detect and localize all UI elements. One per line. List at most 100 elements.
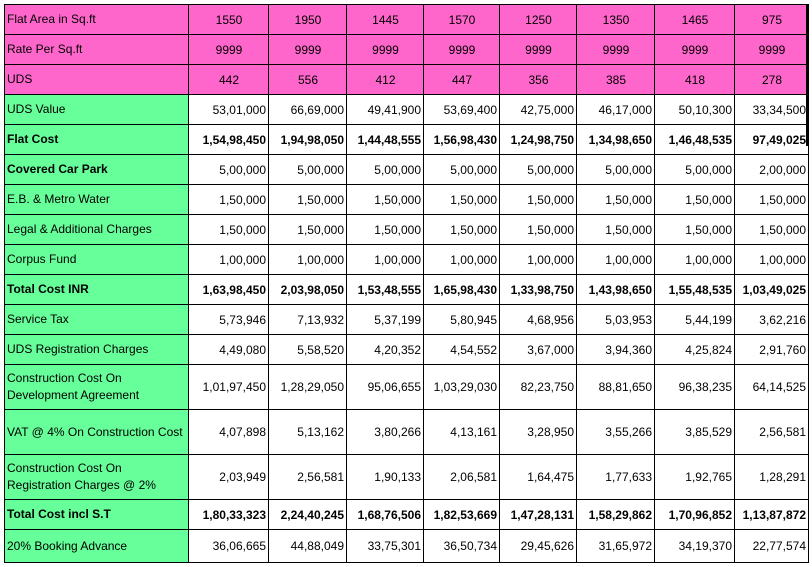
cell-value: 1,50,000 <box>268 184 347 215</box>
cell-value: 1,43,98,650 <box>576 274 655 305</box>
cell-value: 1,55,48,535 <box>654 274 735 305</box>
cell-value: 1,50,000 <box>734 214 809 245</box>
cell-value: 4,68,956 <box>499 304 577 335</box>
cell-value: 2,03,949 <box>188 454 269 500</box>
cell-value: 53,69,400 <box>423 94 500 125</box>
cell-value: 82,23,750 <box>499 364 577 410</box>
cell-value: 4,07,898 <box>188 409 269 455</box>
cell-value: 5,00,000 <box>654 154 735 185</box>
cell-value: 1,70,96,852 <box>654 499 735 530</box>
cell-value: 1,13,87,872 <box>734 499 809 530</box>
table-row: Flat Cost 1,54,98,450 1,94,98,050 1,44,48,5… <box>4 124 809 155</box>
cell-value: 1445 <box>346 4 424 35</box>
table-row: UDS Value 53,01,000 66,69,000 49,41,900 53,6… <box>4 94 809 125</box>
cell-value: 1,47,28,131 <box>499 499 577 530</box>
cell-value: 1,01,97,450 <box>188 364 269 410</box>
row-label: Rate Per Sq.ft <box>4 34 189 65</box>
cell-value: 1,00,000 <box>654 244 735 275</box>
cell-value: 1950 <box>268 4 347 35</box>
cell-value: 1350 <box>576 4 655 35</box>
cell-value: 5,00,000 <box>576 154 655 185</box>
cell-value: 447 <box>423 64 500 95</box>
cell-value: 1,50,000 <box>576 184 655 215</box>
cell-value: 3,85,529 <box>654 409 735 455</box>
sheet-right-edge <box>806 4 808 146</box>
table-row: Flat Area in Sq.ft 1550 1950 1445 1570 1250 13… <box>4 4 809 35</box>
cell-value: 1,34,98,650 <box>576 124 655 155</box>
cell-value: 1,65,98,430 <box>423 274 500 305</box>
cell-value: 4,13,161 <box>423 409 500 455</box>
cell-value: 1550 <box>188 4 269 35</box>
row-label: VAT @ 4% On Construction Cost <box>4 409 189 455</box>
cell-value: 1,50,000 <box>423 214 500 245</box>
cell-value: 5,00,000 <box>499 154 577 185</box>
cell-value: 5,00,000 <box>268 154 347 185</box>
cell-value: 9999 <box>576 34 655 65</box>
cell-value: 1,64,475 <box>499 454 577 500</box>
cell-value: 9999 <box>423 34 500 65</box>
cell-value: 5,44,199 <box>654 304 735 335</box>
cell-value: 9999 <box>346 34 424 65</box>
cell-value: 1,00,000 <box>576 244 655 275</box>
cell-value: 1,00,000 <box>346 244 424 275</box>
cell-value: 1,03,49,025 <box>734 274 809 305</box>
cell-value: 9999 <box>268 34 347 65</box>
cell-value: 36,50,734 <box>423 529 500 563</box>
table-row: E.B. & Metro Water 1,50,000 1,50,000 1,50,0… <box>4 184 809 215</box>
cell-value: 1,68,76,506 <box>346 499 424 530</box>
cell-value: 1,50,000 <box>499 214 577 245</box>
row-label: UDS Registration Charges <box>4 334 189 365</box>
cell-value: 5,03,953 <box>576 304 655 335</box>
cell-value: 385 <box>576 64 655 95</box>
cell-value: 2,56,581 <box>268 454 347 500</box>
cell-value: 418 <box>654 64 735 95</box>
cell-value: 42,75,000 <box>499 94 577 125</box>
row-label: Flat Cost <box>4 124 189 155</box>
cell-value: 4,49,080 <box>188 334 269 365</box>
table-row: UDS 442 556 412 447 356 385 418 278 <box>4 64 809 95</box>
cell-value: 64,14,525 <box>734 364 809 410</box>
cell-value: 5,00,000 <box>346 154 424 185</box>
table-row: Covered Car Park 5,00,000 5,00,000 5,00,000… <box>4 154 809 185</box>
cell-value: 46,17,000 <box>576 94 655 125</box>
cell-value: 1,03,29,030 <box>423 364 500 410</box>
cell-value: 88,81,650 <box>576 364 655 410</box>
cell-value: 1,53,48,555 <box>346 274 424 305</box>
cell-value: 1,50,000 <box>576 214 655 245</box>
cell-value: 1,90,133 <box>346 454 424 500</box>
cell-value: 1,94,98,050 <box>268 124 347 155</box>
cell-value: 556 <box>268 64 347 95</box>
row-label: Covered Car Park <box>4 154 189 185</box>
cell-value: 49,41,900 <box>346 94 424 125</box>
cell-value: 4,20,352 <box>346 334 424 365</box>
cell-value: 1,56,98,430 <box>423 124 500 155</box>
cell-value: 31,65,972 <box>576 529 655 563</box>
cost-sheet-table: Flat Area in Sq.ft 1550 1950 1445 1570 1250 13… <box>4 4 809 563</box>
cell-value: 2,24,40,245 <box>268 499 347 530</box>
cell-value: 1,00,000 <box>188 244 269 275</box>
cell-value: 7,13,932 <box>268 304 347 335</box>
row-label: Construction Cost On Development Agreeme… <box>4 364 189 410</box>
cell-value: 1,33,98,750 <box>499 274 577 305</box>
cell-value: 29,45,626 <box>499 529 577 563</box>
cell-value: 44,88,049 <box>268 529 347 563</box>
cell-value: 356 <box>499 64 577 95</box>
cell-value: 1,00,000 <box>499 244 577 275</box>
cell-value: 442 <box>188 64 269 95</box>
cell-value: 1,50,000 <box>499 184 577 215</box>
cell-value: 1,50,000 <box>654 184 735 215</box>
cell-value: 1,77,633 <box>576 454 655 500</box>
table-row: UDS Registration Charges 4,49,080 5,58,520… <box>4 334 809 365</box>
cell-value: 5,00,000 <box>423 154 500 185</box>
cell-value: 1,63,98,450 <box>188 274 269 305</box>
cell-value: 1,28,291 <box>734 454 809 500</box>
cell-value: 1570 <box>423 4 500 35</box>
cell-value: 9999 <box>734 34 809 65</box>
cell-value: 1,00,000 <box>268 244 347 275</box>
table-row: Corpus Fund 1,00,000 1,00,000 1,00,000 1,00,… <box>4 244 809 275</box>
cell-value: 53,01,000 <box>188 94 269 125</box>
cell-value: 4,54,552 <box>423 334 500 365</box>
row-label: Total Cost incl S.T <box>4 499 189 530</box>
table-row: VAT @ 4% On Construction Cost 4,07,898 5,1… <box>4 409 809 455</box>
cell-value: 2,91,760 <box>734 334 809 365</box>
